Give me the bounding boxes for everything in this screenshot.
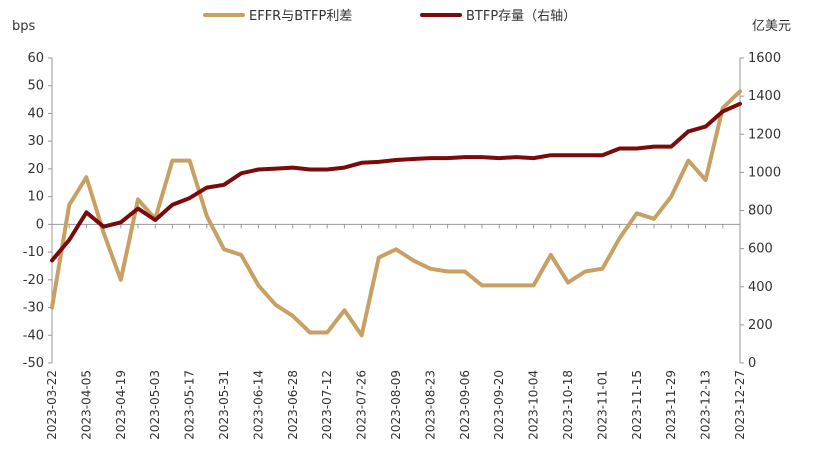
right-tick-label: 1600 (748, 51, 781, 66)
legend-label-1: EFFR与BTFP利差 (249, 9, 352, 24)
x-tick-label: 2023-07-26 (355, 370, 369, 440)
x-tick-label: 2023-05-17 (183, 370, 197, 440)
right-tick-label: 1400 (748, 89, 781, 104)
right-tick-label: 800 (748, 204, 773, 219)
x-tick-label: 2023-12-27 (733, 370, 747, 440)
x-tick-label: 2023-08-23 (423, 370, 437, 440)
x-tick-label: 2023-09-20 (492, 370, 506, 440)
x-tick-label: 2023-04-05 (79, 370, 93, 440)
series-lines (50, 89, 742, 338)
x-tick-label: 2023-10-04 (527, 370, 541, 440)
axes: 60 50 40 30 20 10 0 -10 -20 -30 -40 -50 1600 1400 1200… (12, 19, 791, 440)
left-tick-label: 40 (27, 106, 44, 121)
x-tick-label: 2023-08-09 (389, 370, 403, 440)
x-tick-label: 2023-09-06 (458, 370, 472, 440)
x-tick-label: 2023-11-15 (630, 370, 644, 440)
right-tick-label: 200 (748, 318, 773, 333)
right-tick-label: 600 (748, 242, 773, 257)
x-tick-label: 2023-10-18 (561, 370, 575, 440)
left-tick-label: -50 (23, 356, 44, 371)
x-tick-label: 2023-06-14 (251, 370, 265, 440)
left-tick-label: -40 (23, 328, 44, 343)
x-tick-label: 2023-12-13 (699, 370, 713, 440)
series-line-2 (50, 101, 742, 263)
x-tick-label: 2023-06-28 (286, 370, 300, 440)
x-tick-label: 2023-11-01 (595, 370, 609, 440)
right-axis-unit: 亿美元 (752, 19, 791, 34)
right-tick-label: 0 (748, 356, 756, 371)
x-tick-label: 2023-03-22 (45, 370, 59, 440)
x-tick-label: 2023-04-19 (114, 370, 128, 440)
left-tick-label: -30 (23, 301, 44, 316)
left-tick-label: 0 (36, 217, 44, 232)
x-tick-label: 2023-05-31 (217, 370, 231, 440)
left-tick-label: 10 (27, 190, 44, 205)
left-tick-label: 60 (27, 51, 44, 66)
legend: EFFR与BTFP利差 BTFP存量（右轴） (203, 9, 576, 24)
left-tick-label: -10 (23, 245, 44, 260)
x-tick-label: 2023-11-29 (664, 370, 678, 440)
right-tick-label: 1000 (748, 165, 781, 180)
right-tick-label: 400 (748, 280, 773, 295)
right-tick-label: 1200 (748, 127, 781, 142)
left-tick-label: -20 (23, 273, 44, 288)
x-tick-label: 2023-05-03 (148, 370, 162, 440)
x-tick-label: 2023-07-12 (320, 370, 334, 440)
left-tick-label: 20 (27, 162, 44, 177)
left-axis-unit: bps (12, 19, 36, 34)
left-tick-label: 30 (27, 134, 44, 149)
legend-label-2: BTFP存量（右轴） (466, 9, 576, 24)
left-tick-label: 50 (27, 79, 44, 94)
